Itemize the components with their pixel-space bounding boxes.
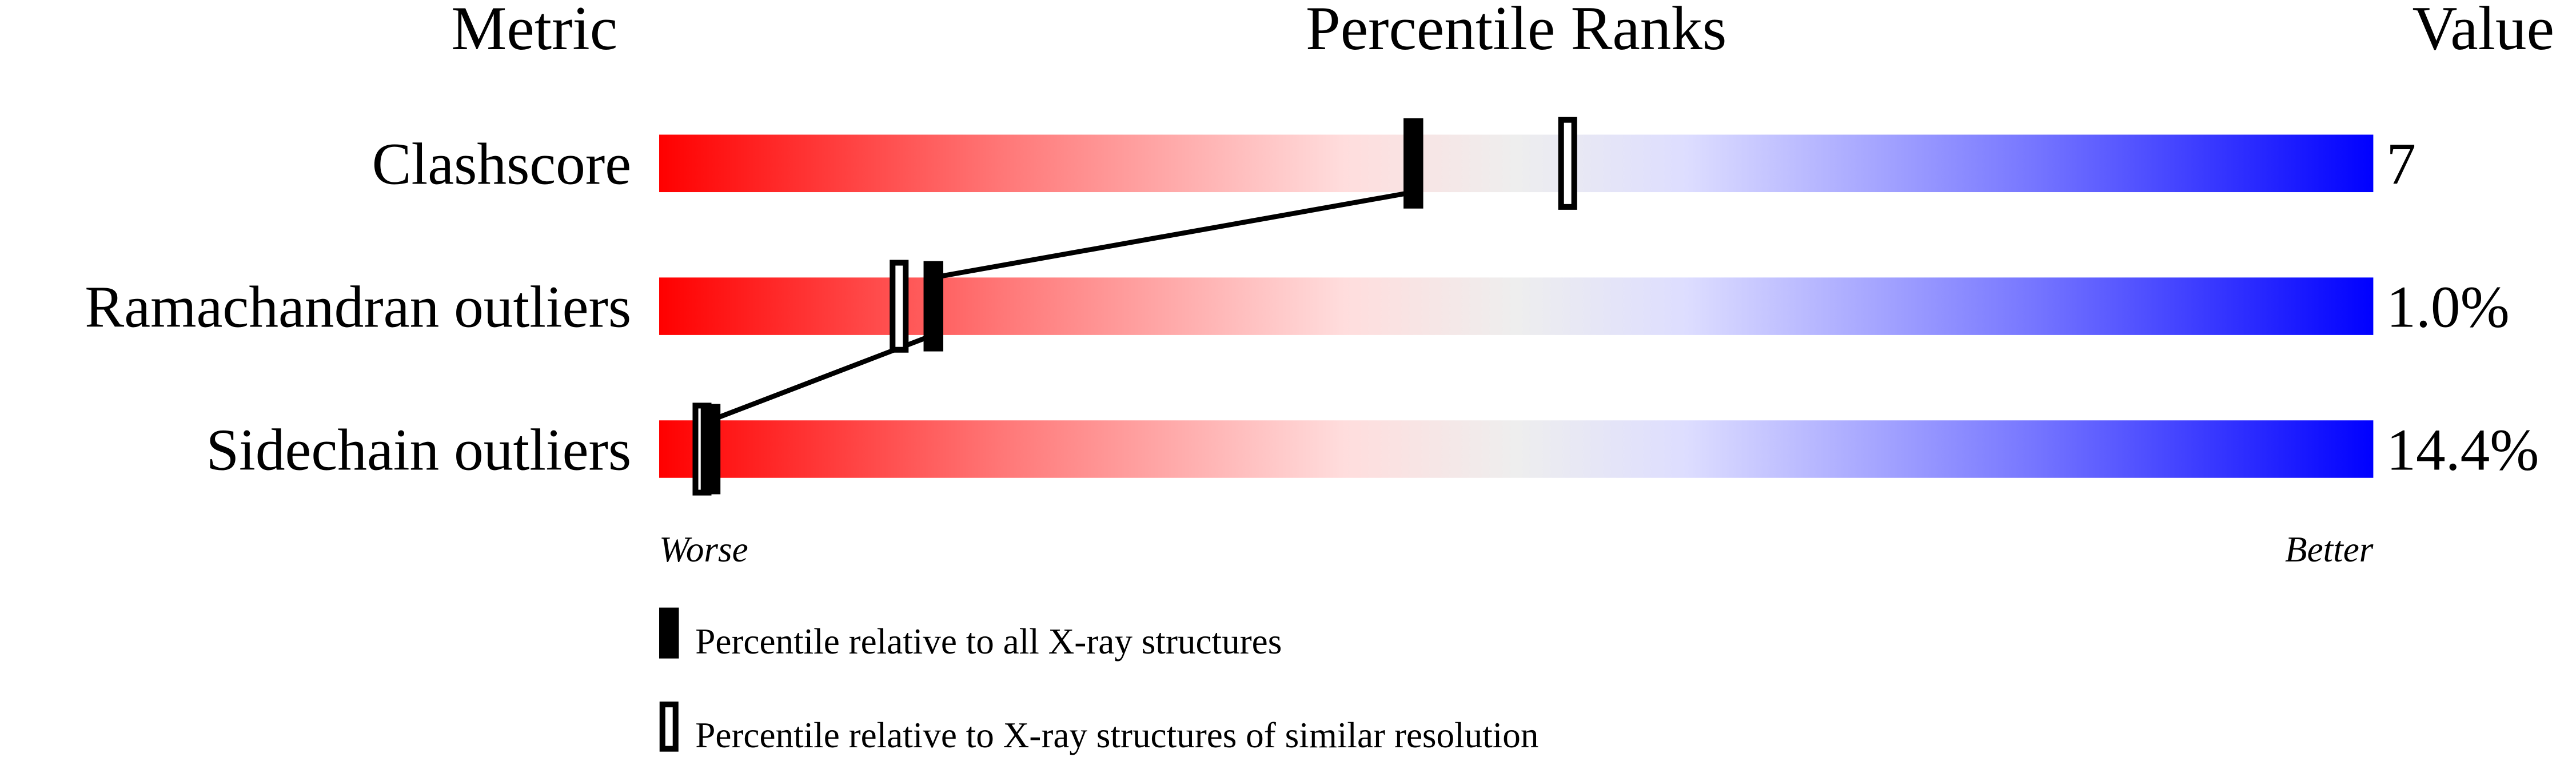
ranks-header: Percentile Ranks (1306, 0, 1726, 63)
metric-label: Clashscore (372, 132, 632, 197)
legend-filled-marker (659, 607, 679, 659)
legend-open-label: Percentile relative to X-ray structures … (695, 715, 1538, 755)
similar-resolution-marker (1558, 117, 1577, 210)
metric-label: Ramachandran outliers (85, 275, 631, 340)
metric-value: 1.0% (2386, 275, 2509, 340)
metric-label: Sidechain outliers (206, 417, 632, 483)
better-label: Better (2285, 529, 2374, 569)
value-header: Value (2412, 0, 2554, 63)
legend-filled-label: Percentile relative to all X-ray structu… (695, 621, 1282, 662)
all-structures-marker (1403, 118, 1423, 209)
metric-header: Metric (451, 0, 617, 63)
metric-value: 14.4% (2386, 417, 2539, 483)
all-structures-marker (923, 261, 943, 352)
legend-open-marker (659, 702, 679, 752)
percentile-bar (659, 277, 2374, 335)
all-structures-marker (700, 404, 721, 495)
worse-label: Worse (659, 529, 748, 569)
percentile-bar (659, 420, 2374, 478)
metric-value: 7 (2386, 132, 2416, 197)
connector-line (933, 189, 1414, 280)
similar-resolution-marker (890, 260, 909, 353)
percentile-bar (659, 134, 2374, 193)
